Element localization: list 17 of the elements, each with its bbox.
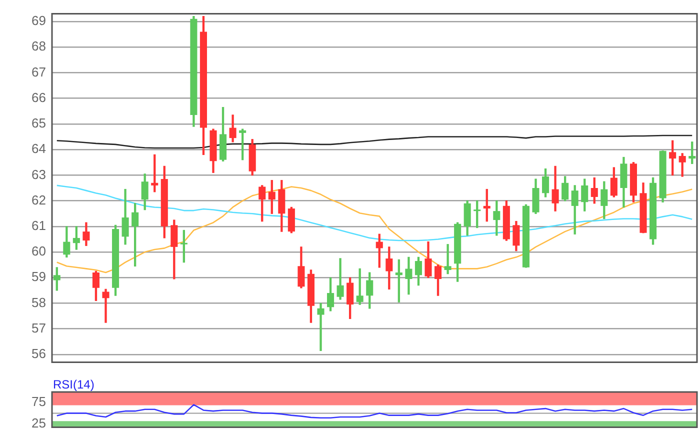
y-tick-label: 69: [32, 13, 46, 28]
y-tick-label: 68: [32, 38, 46, 54]
chart-title: RSI(14): [53, 377, 94, 392]
y-tick-label: 67: [32, 64, 46, 80]
y-tick-label: 64: [32, 141, 46, 156]
y-tick-label: 61: [32, 218, 46, 234]
y-tick-label: 66: [32, 90, 46, 105]
y-tick-label: 62: [32, 192, 46, 208]
y-tick-label: 65: [32, 116, 46, 131]
y-tick-label: 58: [32, 294, 46, 310]
y-tick-label: 25: [32, 415, 46, 430]
y-tick-label: 56: [32, 346, 46, 362]
y-tick-label: 59: [32, 269, 46, 284]
y-tick-label: 60: [32, 244, 46, 259]
y-tick-label: 63: [32, 166, 46, 182]
y-tick-label: 57: [32, 320, 46, 336]
y-tick-label: 75: [32, 394, 46, 410]
